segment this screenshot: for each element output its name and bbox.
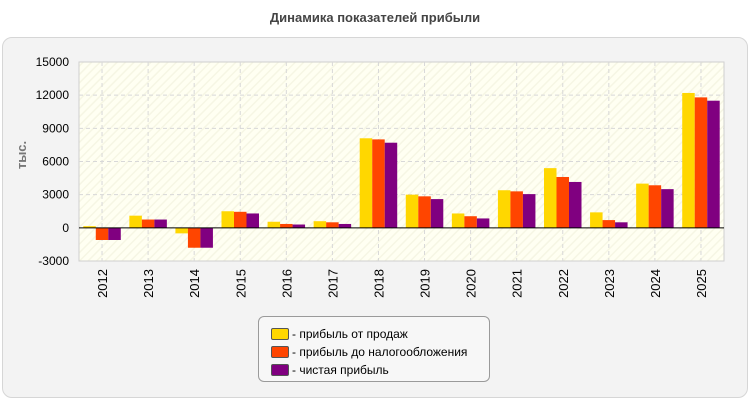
x-tick-label: 2021 xyxy=(510,269,525,298)
bar-2018-s3 xyxy=(384,142,398,228)
legend-label: - прибыль до налогообложения xyxy=(292,345,468,359)
x-tick-label: 2025 xyxy=(694,269,709,298)
bar-2012-s3 xyxy=(108,227,121,240)
bar-2013-s2 xyxy=(141,219,155,228)
bar-2012-s1 xyxy=(83,226,96,228)
bar-2025-s2 xyxy=(694,97,708,228)
y-tick-label: 12000 xyxy=(36,88,70,102)
y-tick-label: 3000 xyxy=(42,188,69,202)
bar-2012-s2 xyxy=(95,227,109,240)
legend-swatch xyxy=(271,364,289,376)
x-tick-label: 2016 xyxy=(279,269,294,298)
bar-2020-s1 xyxy=(451,213,465,228)
bar-2022-s1 xyxy=(544,168,557,228)
legend-item-1: - прибыль от продаж xyxy=(271,325,489,343)
bar-2021-s1 xyxy=(497,190,511,228)
bar-2024-s2 xyxy=(648,185,662,228)
bar-2014-s3 xyxy=(200,227,213,248)
x-tick-label: 2017 xyxy=(325,269,340,298)
bar-2019-s2 xyxy=(418,196,431,228)
bar-2021-s3 xyxy=(522,194,536,228)
y-axis-label: тыс. xyxy=(14,141,29,169)
x-tick-label: 2014 xyxy=(187,269,202,298)
bar-2021-s2 xyxy=(510,191,523,228)
bar-2013-s1 xyxy=(129,215,142,228)
legend: - прибыль от продаж - прибыль до налогооб… xyxy=(258,316,490,382)
bar-2016-s2 xyxy=(280,223,293,228)
bar-2015-s2 xyxy=(234,211,247,228)
bar-2014-s2 xyxy=(187,227,201,248)
bar-2020-s3 xyxy=(476,218,490,228)
bar-2019-s1 xyxy=(405,194,419,228)
x-tick-label: 2023 xyxy=(602,269,617,298)
bar-2019-s3 xyxy=(430,199,444,228)
bar-2020-s2 xyxy=(464,216,477,228)
bar-2017-s2 xyxy=(326,222,339,228)
bar-2025-s3 xyxy=(707,100,720,228)
bar-2014-s1 xyxy=(175,227,188,234)
bar-2025-s1 xyxy=(682,92,695,228)
legend-swatch xyxy=(271,346,289,358)
x-tick-label: 2012 xyxy=(95,269,110,298)
bar-2015-s1 xyxy=(221,211,234,228)
bar-2013-s3 xyxy=(154,219,167,228)
bar-2023-s1 xyxy=(590,212,603,228)
x-tick-label: 2018 xyxy=(371,269,386,298)
bar-2023-s2 xyxy=(602,220,616,228)
bar-2016-s1 xyxy=(267,221,281,228)
y-tick-label: -3000 xyxy=(38,254,69,268)
x-tick-label: 2024 xyxy=(648,269,663,298)
bar-2017-s3 xyxy=(338,223,352,228)
y-tick-label: 0 xyxy=(62,221,69,235)
y-tick-label: 9000 xyxy=(42,121,69,135)
legend-swatch xyxy=(271,328,289,340)
x-tick-label: 2015 xyxy=(233,269,248,298)
bar-2023-s3 xyxy=(615,222,628,228)
legend-item-2: - прибыль до налогообложения xyxy=(271,343,489,361)
legend-item-3: - чистая прибыль xyxy=(271,361,489,379)
y-tick-label: 6000 xyxy=(42,155,69,169)
bar-2018-s2 xyxy=(372,139,385,228)
chart-title: Динамика показателей прибыли xyxy=(269,10,481,25)
x-axis: 2012 2013 2014 2015 2016 2017 2018 2019 2020 2021… xyxy=(95,269,709,298)
bar-2015-s3 xyxy=(246,213,259,228)
bar-2024-s3 xyxy=(661,189,674,228)
y-tick-label: 15000 xyxy=(36,55,70,69)
bar-2022-s3 xyxy=(569,181,582,228)
y-axis: 15000 12000 9000 6000 3000 0 -3000 xyxy=(36,55,70,268)
x-tick-label: 2022 xyxy=(556,269,571,298)
x-tick-label: 2013 xyxy=(141,269,156,298)
x-tick-label: 2019 xyxy=(418,269,433,298)
bar-2022-s2 xyxy=(556,176,569,228)
bar-2024-s1 xyxy=(636,183,649,228)
legend-label: - чистая прибыль xyxy=(292,363,389,377)
bar-2017-s1 xyxy=(313,221,327,228)
bar-2016-s3 xyxy=(292,224,306,228)
legend-label: - прибыль от продаж xyxy=(292,327,408,341)
bar-2018-s1 xyxy=(359,138,373,228)
x-tick-label: 2020 xyxy=(464,269,479,298)
bars-layer xyxy=(83,92,720,248)
